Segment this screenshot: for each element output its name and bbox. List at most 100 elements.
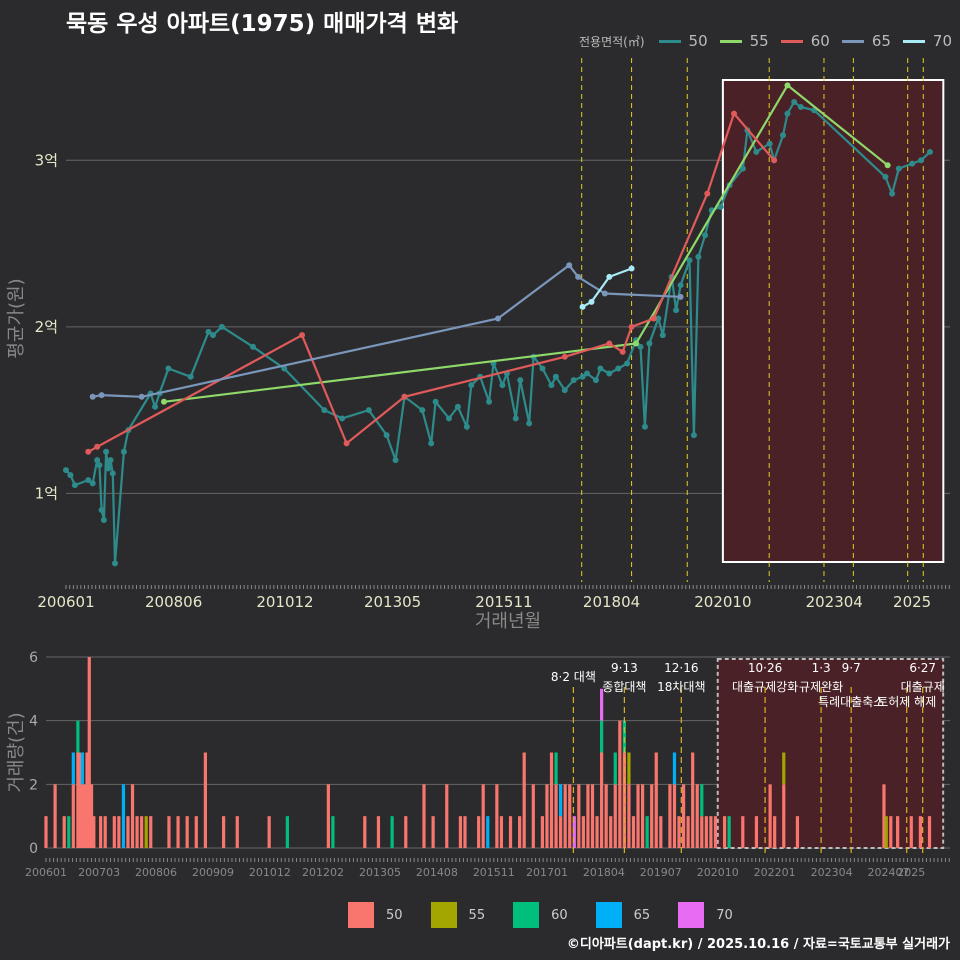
data-point-50 — [428, 440, 435, 447]
x-tick-label: 202304 — [806, 593, 863, 611]
bar-50 — [604, 784, 608, 848]
data-point-60 — [401, 393, 408, 400]
bar-65 — [672, 752, 677, 785]
data-point-50 — [889, 190, 896, 197]
data-point-50 — [187, 373, 194, 380]
bar-60 — [331, 816, 335, 848]
bar-65 — [559, 784, 563, 817]
bar-50 — [499, 816, 504, 848]
data-point-50 — [454, 403, 461, 410]
bar-50 — [563, 784, 567, 848]
data-point-50 — [445, 415, 452, 422]
bar-65 — [486, 816, 490, 848]
bar-55 — [782, 752, 786, 785]
bar-50 — [918, 816, 922, 848]
bar-50 — [194, 816, 198, 848]
bar-x-tick-label: 202201 — [754, 866, 796, 879]
bar-50 — [149, 816, 153, 848]
data-point-50 — [592, 377, 599, 384]
bar-50 — [185, 816, 189, 848]
data-point-50 — [339, 415, 346, 422]
bar-x-tick-label: 201907 — [640, 866, 682, 879]
annotation-label: 특례대출축소 — [818, 695, 884, 709]
series-line-50 — [65, 100, 931, 564]
series-line-70 — [582, 267, 632, 308]
annotation-date: 9·7 — [842, 661, 861, 675]
bar-50 — [559, 816, 563, 848]
bar-50 — [445, 784, 449, 848]
bar-50 — [609, 816, 613, 848]
bar-50 — [495, 784, 499, 848]
y-tick-label: 1억 — [35, 484, 58, 502]
bar-50 — [62, 816, 66, 848]
data-point-50 — [570, 377, 577, 384]
bar-50 — [640, 784, 645, 848]
bar-50 — [76, 752, 80, 848]
data-point-55 — [160, 398, 167, 405]
bar-50 — [463, 816, 467, 848]
data-point-50 — [85, 477, 92, 484]
data-point-50 — [702, 232, 709, 239]
bar-60 — [700, 784, 704, 817]
bar-x-tick-label: 201012 — [249, 866, 291, 879]
bar-50 — [568, 784, 572, 848]
data-point-50 — [739, 165, 746, 172]
bar-60 — [613, 752, 617, 785]
data-point-50 — [109, 470, 116, 477]
bar-50 — [681, 784, 686, 848]
annotation-label: 대출규제 — [901, 680, 945, 694]
data-point-50 — [641, 423, 648, 430]
data-point-50 — [100, 517, 107, 524]
data-point-50 — [753, 148, 760, 155]
data-point-50 — [539, 365, 546, 372]
data-point-70 — [606, 273, 613, 280]
shaded-period — [721, 79, 945, 563]
data-point-50 — [67, 472, 74, 479]
bar-50 — [203, 752, 207, 848]
bar-50 — [709, 816, 713, 848]
annotation-label: 대출규제강화 — [732, 680, 798, 694]
bar-x-tick-label: 201804 — [583, 866, 625, 879]
data-point-60 — [619, 348, 626, 355]
bar-x-tick-label: 201305 — [359, 866, 401, 879]
bar-x-tick-label: 202407 — [868, 866, 910, 879]
bar-legend-55: 55 — [430, 902, 485, 928]
data-point-55 — [784, 82, 791, 89]
bar-50 — [78, 752, 82, 848]
x-tick-label: 201804 — [583, 593, 640, 611]
bar-50 — [44, 816, 48, 848]
bar-60 — [285, 816, 289, 848]
bar-55 — [144, 816, 148, 848]
data-point-50 — [165, 365, 172, 372]
x-tick-label: 202010 — [694, 593, 751, 611]
data-point-50 — [218, 323, 225, 330]
bar-50 — [135, 816, 139, 848]
bar-x-tick-label: 200909 — [192, 866, 234, 879]
data-point-70 — [579, 303, 586, 310]
legend-item-65: 65 — [841, 32, 891, 50]
bar-50 — [89, 784, 94, 848]
bar-50 — [650, 784, 654, 848]
data-point-50 — [561, 387, 568, 394]
bar-65 — [71, 752, 75, 785]
data-point-50 — [98, 507, 105, 514]
data-point-50 — [383, 432, 390, 439]
data-point-55 — [884, 162, 891, 169]
bar-50 — [531, 784, 535, 848]
bar-50 — [326, 784, 330, 848]
x-tick-label: 200601 — [37, 593, 94, 611]
data-point-50 — [673, 307, 680, 314]
legend-item-50: 50 — [658, 32, 708, 50]
bar-50 — [600, 752, 604, 848]
data-point-50 — [655, 315, 662, 322]
data-point-50 — [468, 382, 475, 389]
bar-x-tick-label: 200601 — [25, 866, 67, 879]
bar-50 — [431, 816, 435, 848]
bar-50 — [508, 816, 513, 848]
bar-65 — [80, 752, 85, 785]
bar-50 — [586, 784, 590, 848]
annotation-date: 9·13 — [611, 661, 638, 675]
bar-50 — [477, 816, 481, 848]
bar-50 — [554, 784, 558, 848]
